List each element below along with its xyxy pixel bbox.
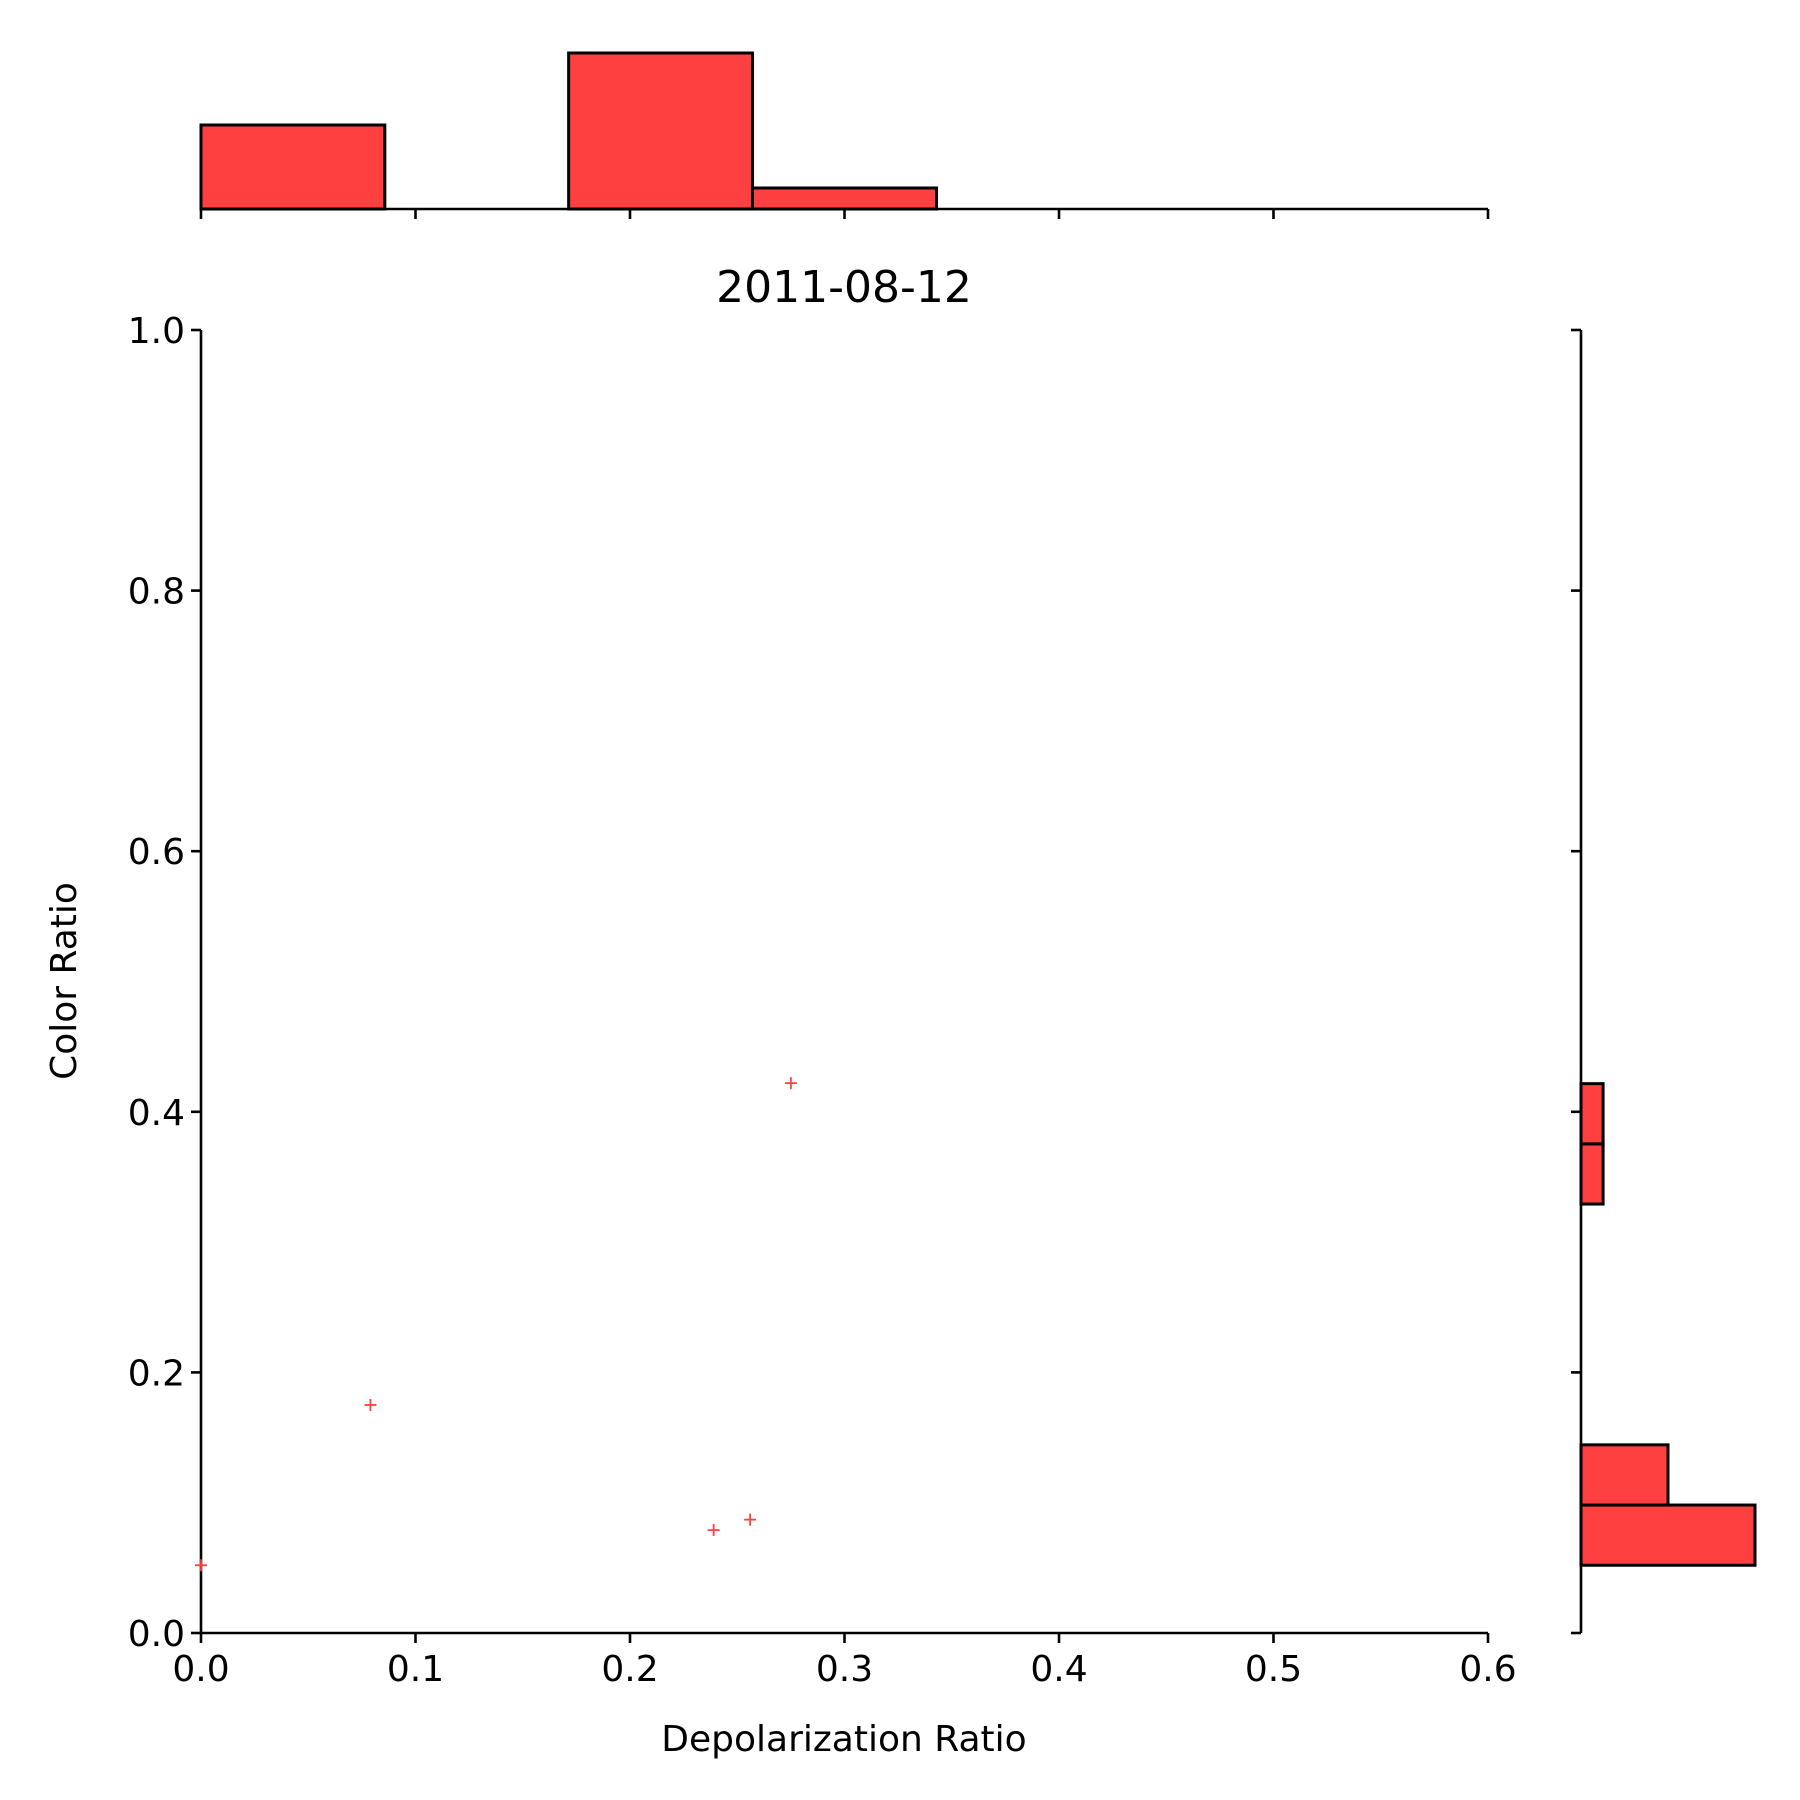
y-marginal-histogram <box>1571 328 1757 1635</box>
scatter-axes: 0.0 0.1 0.2 0.3 0.4 0.5 0.6 0.0 0.2 0.4 0.6 0.8 1.0 <box>128 311 1517 1690</box>
x-tick-label: 0.6 <box>1459 1649 1516 1690</box>
x-tick-label: 0.4 <box>1030 1649 1087 1690</box>
x-hist-bar <box>567 51 754 211</box>
y-hist-bar <box>1579 1082 1605 1146</box>
y-hist-bar <box>1579 1443 1670 1507</box>
data-point <box>744 1513 757 1526</box>
data-point <box>707 1524 720 1537</box>
y-tick-label: 0.8 <box>128 572 185 613</box>
chart-title: 2011-08-12 <box>716 262 972 313</box>
y-hist-bar <box>1579 1142 1605 1206</box>
x-tick-label: 0.2 <box>601 1649 658 1690</box>
data-point <box>195 1559 207 1572</box>
y-tick-label: 1.0 <box>128 311 185 352</box>
x-tick-label: 0.3 <box>816 1649 873 1690</box>
x-tick-label: 0.1 <box>387 1649 444 1690</box>
data-point <box>364 1398 377 1411</box>
y-tick-label: 0.6 <box>128 832 185 873</box>
y-axis-label: Color Ratio <box>44 882 85 1080</box>
y-hist-bar <box>1579 1503 1757 1567</box>
x-marginal-histogram <box>199 51 1490 219</box>
data-point <box>784 1077 797 1090</box>
y-tick-label: 0.2 <box>128 1353 185 1394</box>
x-axis-label: Depolarization Ratio <box>661 1719 1026 1760</box>
scatter-points <box>195 1077 797 1572</box>
y-tick-label: 0.4 <box>128 1093 185 1134</box>
x-tick-label: 0.5 <box>1245 1649 1302 1690</box>
x-hist-bar <box>199 123 387 211</box>
y-tick-label: 0.0 <box>128 1614 185 1655</box>
x-hist-bar <box>750 186 939 211</box>
x-tick-label: 0.0 <box>172 1649 229 1690</box>
